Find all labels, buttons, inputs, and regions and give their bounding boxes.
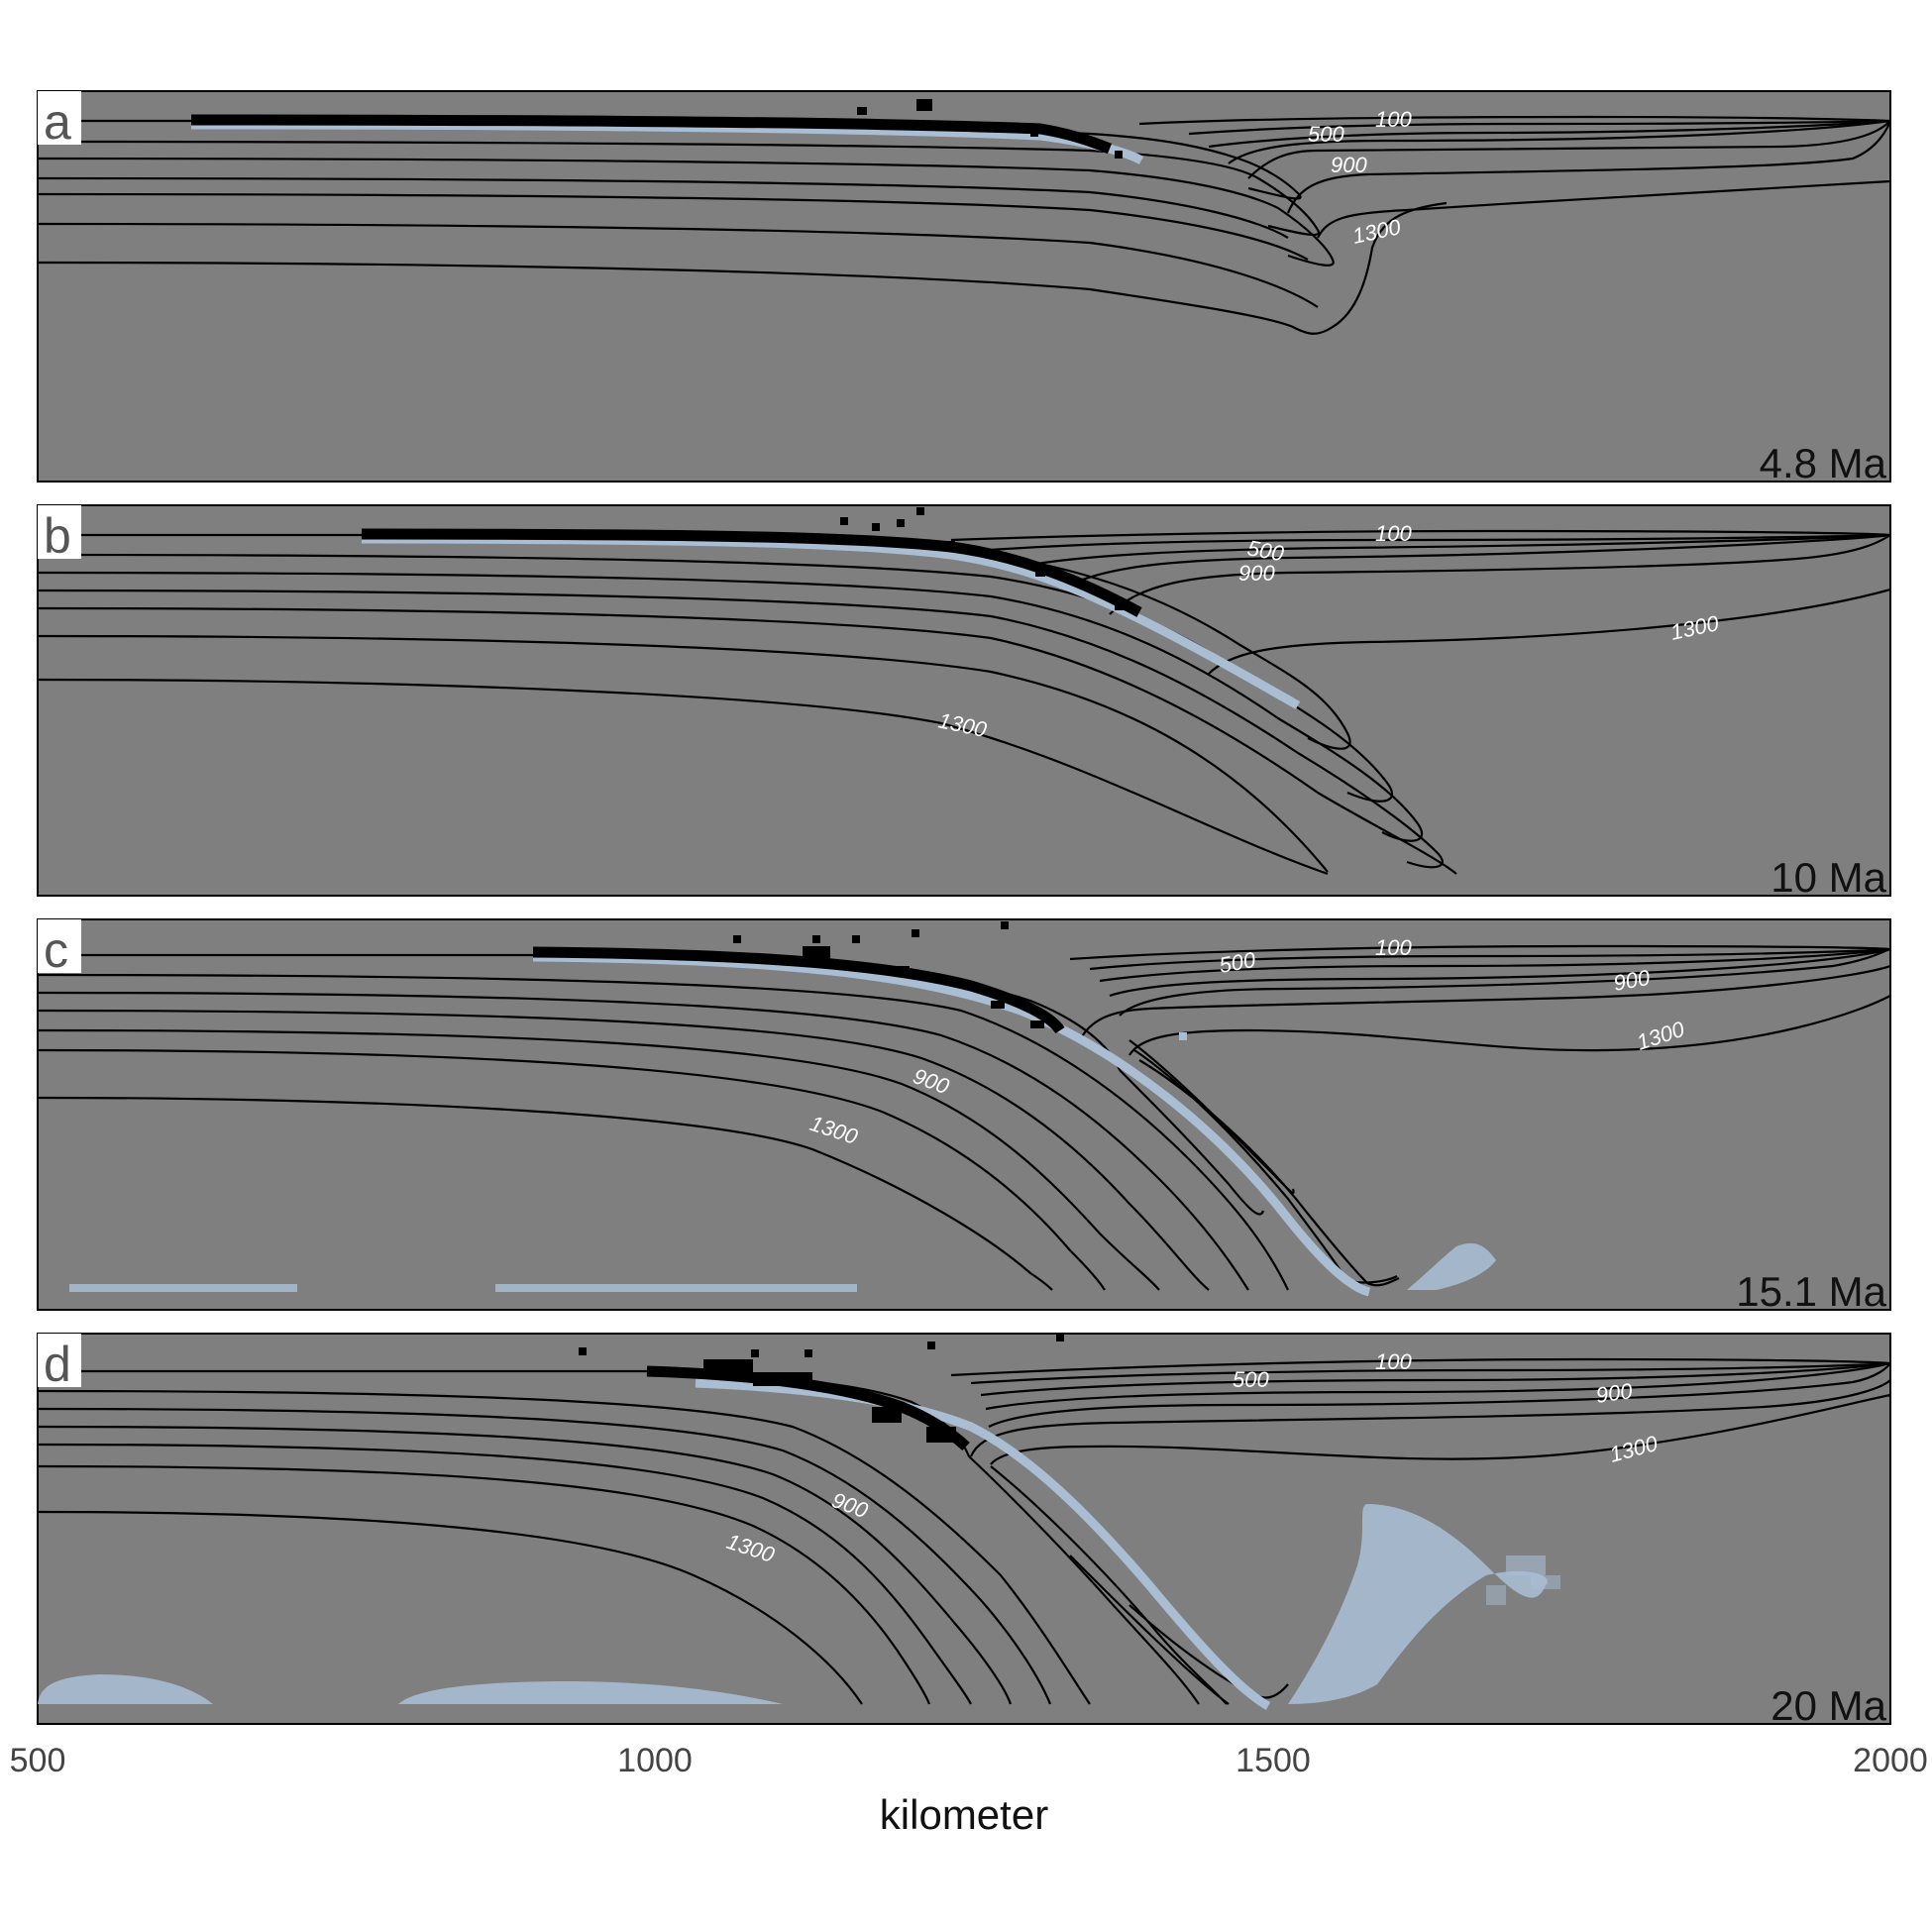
isotherm-label: 900 [1331,153,1367,177]
panel-b-time: 10 Ma [1771,854,1886,901]
panel-c: 500 100 900 1300 900 1300 c 15.1 Ma [37,918,1891,1315]
panel-a: 100 500 900 1300 a 4.8 Ma [37,90,1892,486]
x-tick-label: 2000 [1853,1742,1928,1779]
isotherm-label: 100 [1375,107,1412,132]
isotherm-label: 500 [1308,122,1344,147]
isotherm-label: 900 [1238,561,1275,586]
x-axis: 500 1000 1500 2000 kilometer [10,1742,1928,1838]
isotherm-label: 100 [1375,935,1412,960]
isotherm-label: 100 [1375,1349,1412,1374]
isotherm-label: 100 [1375,521,1412,546]
isotherm-label: 900 [1594,1378,1635,1408]
panel-d: 500 100 900 1300 900 1300 d 20 Ma [37,1333,1891,1729]
panel-d-time: 20 Ma [1771,1682,1886,1729]
panel-b: 500 100 900 1300 1300 b 10 Ma [37,504,1891,901]
panel-a-letter: a [44,94,71,150]
panel-a-frame [37,90,1891,483]
panel-b-frame [37,504,1891,897]
panel-b-letter: b [44,508,71,564]
panel-c-time: 15.1 Ma [1736,1268,1886,1315]
panel-a-time: 4.8 Ma [1760,440,1887,486]
x-tick-label: 1000 [617,1742,693,1779]
isotherm-label: 500 [1233,1367,1269,1392]
panel-d-letter: d [44,1337,71,1392]
x-tick-label: 500 [10,1742,66,1779]
panel-c-letter: c [44,922,68,978]
x-tick-label: 1500 [1235,1742,1311,1779]
x-axis-title: kilometer [880,1791,1048,1838]
